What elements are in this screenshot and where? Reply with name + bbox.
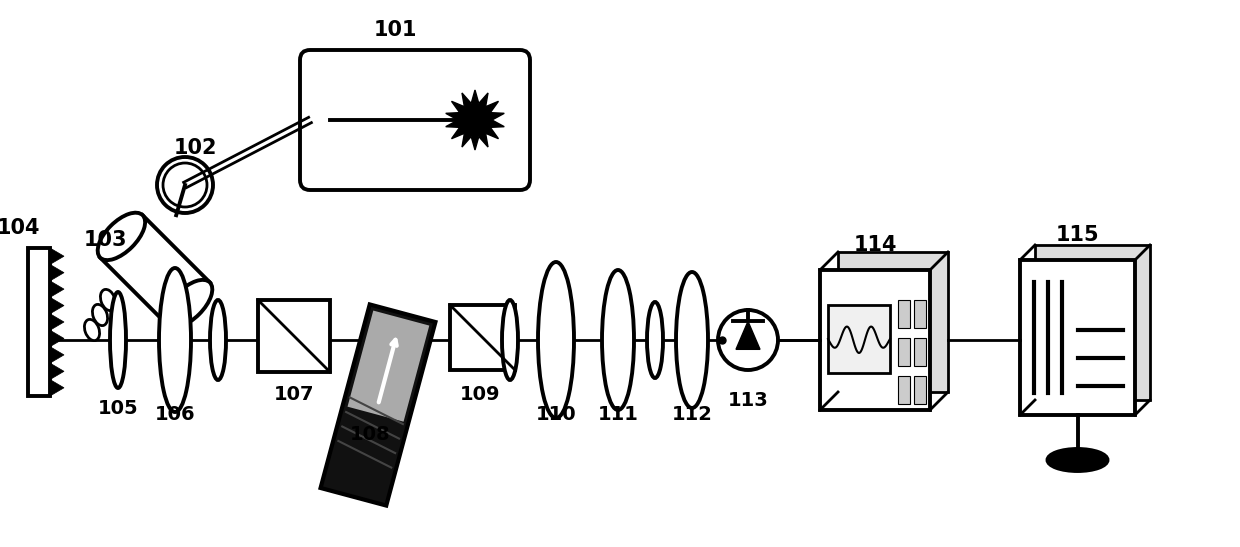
Text: 115: 115 bbox=[1056, 225, 1100, 245]
Circle shape bbox=[718, 310, 777, 370]
Ellipse shape bbox=[98, 213, 145, 260]
Bar bbox=[1021, 260, 1135, 415]
Bar bbox=[898, 376, 910, 404]
Polygon shape bbox=[50, 330, 64, 347]
Ellipse shape bbox=[502, 300, 518, 380]
Text: 108: 108 bbox=[350, 426, 391, 445]
Ellipse shape bbox=[165, 280, 212, 327]
Bar bbox=[321, 305, 435, 505]
Bar bbox=[258, 300, 330, 372]
Bar bbox=[914, 300, 926, 328]
Bar bbox=[914, 338, 926, 366]
Polygon shape bbox=[737, 321, 760, 350]
Polygon shape bbox=[50, 281, 64, 298]
Ellipse shape bbox=[84, 319, 99, 341]
FancyBboxPatch shape bbox=[300, 50, 529, 190]
Bar bbox=[828, 305, 890, 373]
Text: 110: 110 bbox=[536, 405, 577, 424]
Ellipse shape bbox=[100, 289, 115, 311]
Ellipse shape bbox=[1048, 449, 1107, 471]
Ellipse shape bbox=[159, 268, 191, 412]
Text: 104: 104 bbox=[0, 218, 40, 238]
Ellipse shape bbox=[110, 292, 126, 388]
Polygon shape bbox=[445, 90, 505, 150]
Ellipse shape bbox=[676, 272, 708, 408]
Text: 113: 113 bbox=[728, 391, 769, 410]
Polygon shape bbox=[50, 380, 64, 396]
Text: 107: 107 bbox=[274, 386, 314, 404]
Polygon shape bbox=[50, 347, 64, 363]
Ellipse shape bbox=[210, 300, 226, 380]
Text: 101: 101 bbox=[373, 20, 417, 40]
Text: 109: 109 bbox=[460, 386, 500, 404]
Bar bbox=[898, 300, 910, 328]
Ellipse shape bbox=[93, 304, 108, 325]
Bar bbox=[347, 311, 429, 422]
Ellipse shape bbox=[647, 302, 663, 378]
Text: 102: 102 bbox=[174, 138, 217, 158]
Text: 111: 111 bbox=[598, 405, 639, 424]
Bar bbox=[450, 305, 515, 370]
Bar bbox=[838, 252, 949, 392]
Text: 105: 105 bbox=[98, 399, 139, 417]
Bar bbox=[914, 376, 926, 404]
Polygon shape bbox=[50, 314, 64, 330]
Text: 106: 106 bbox=[155, 405, 196, 424]
Text: 112: 112 bbox=[672, 405, 713, 424]
Circle shape bbox=[162, 163, 207, 207]
Bar bbox=[1035, 245, 1149, 400]
Polygon shape bbox=[50, 363, 64, 380]
Ellipse shape bbox=[538, 262, 574, 418]
Ellipse shape bbox=[601, 270, 634, 410]
Text: 103: 103 bbox=[83, 230, 126, 250]
Circle shape bbox=[157, 157, 213, 213]
Text: 114: 114 bbox=[853, 235, 897, 255]
Polygon shape bbox=[50, 298, 64, 314]
Polygon shape bbox=[50, 248, 64, 264]
Bar bbox=[29, 248, 50, 396]
Bar bbox=[820, 270, 930, 410]
Polygon shape bbox=[50, 264, 64, 281]
Bar bbox=[100, 215, 210, 325]
Bar bbox=[898, 338, 910, 366]
